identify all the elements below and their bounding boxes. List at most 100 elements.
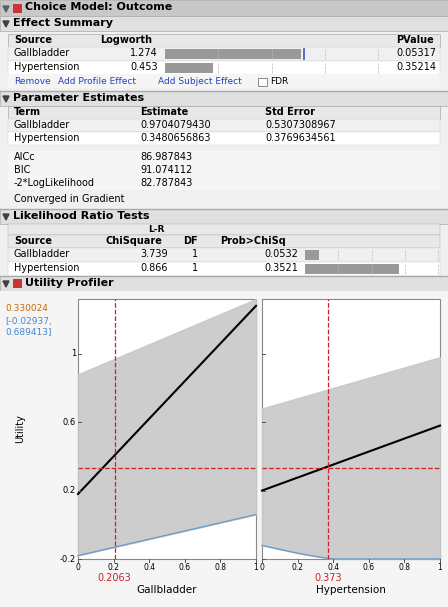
Polygon shape	[3, 281, 9, 287]
Polygon shape	[3, 214, 9, 220]
Text: Gallbladder: Gallbladder	[14, 48, 70, 58]
Text: 1: 1	[192, 263, 198, 273]
Bar	[258, 78, 267, 86]
Bar	[13, 279, 22, 288]
Text: Utility Profiler: Utility Profiler	[25, 278, 114, 288]
Text: Gallbladder: Gallbladder	[14, 249, 70, 259]
Text: Utility: Utility	[15, 415, 25, 444]
Text: L-R: L-R	[148, 225, 164, 234]
Bar	[8, 151, 440, 164]
Text: 3.739: 3.739	[140, 249, 168, 259]
Text: 0.05317: 0.05317	[396, 48, 436, 58]
Text: 0.866: 0.866	[141, 263, 168, 273]
Bar	[8, 224, 440, 235]
Text: 0.35214: 0.35214	[396, 62, 436, 72]
Text: 0.0532: 0.0532	[264, 249, 298, 259]
Text: 91.074112: 91.074112	[140, 165, 192, 175]
Text: 0.4: 0.4	[327, 563, 339, 572]
Text: BIC: BIC	[14, 165, 30, 175]
Text: Hypertension: Hypertension	[14, 133, 79, 143]
Bar	[8, 132, 440, 145]
Text: Gallbladder: Gallbladder	[137, 585, 197, 595]
Text: Hypertension: Hypertension	[14, 263, 79, 273]
Bar	[8, 248, 440, 262]
Text: 0.373: 0.373	[314, 573, 342, 583]
Text: 0.453: 0.453	[130, 62, 158, 72]
Text: 1: 1	[254, 563, 258, 572]
Text: 1: 1	[71, 349, 76, 358]
Text: Likelihood Ratio Tests: Likelihood Ratio Tests	[13, 211, 150, 221]
Text: Std Error: Std Error	[265, 107, 315, 117]
Bar	[8, 235, 440, 248]
Bar	[0, 16, 448, 31]
Text: 0.8: 0.8	[398, 563, 410, 572]
Bar	[8, 47, 440, 61]
Text: 0.6: 0.6	[63, 418, 76, 427]
Bar	[0, 291, 448, 607]
Text: Logworth: Logworth	[100, 35, 152, 45]
Text: DF: DF	[183, 236, 198, 246]
Bar	[78, 299, 256, 559]
Text: Add Subject Effect: Add Subject Effect	[158, 77, 242, 86]
Text: Add Profile Effect: Add Profile Effect	[58, 77, 136, 86]
Text: Hypertension: Hypertension	[316, 585, 386, 595]
Bar	[0, 276, 448, 291]
Text: Estimate: Estimate	[140, 107, 188, 117]
Text: 0.2: 0.2	[63, 486, 76, 495]
Text: 1: 1	[192, 249, 198, 259]
Bar	[8, 106, 440, 119]
Bar	[0, 209, 448, 224]
Text: 0.330024: 0.330024	[5, 304, 48, 313]
Bar	[0, 91, 448, 106]
Polygon shape	[3, 21, 9, 27]
Bar	[0, 0, 448, 16]
Bar	[8, 164, 440, 177]
Text: 0.2: 0.2	[108, 563, 120, 572]
Text: 1: 1	[438, 563, 442, 572]
Text: 86.987843: 86.987843	[140, 152, 192, 162]
Polygon shape	[3, 96, 9, 102]
Text: 0.3521: 0.3521	[264, 263, 298, 273]
Text: Choice Model: Outcome: Choice Model: Outcome	[25, 2, 172, 12]
Text: Term: Term	[14, 107, 41, 117]
Text: 0.6: 0.6	[363, 563, 375, 572]
Text: 0.2063: 0.2063	[98, 573, 132, 583]
Text: 0.6: 0.6	[179, 563, 191, 572]
Bar	[305, 250, 319, 260]
Bar	[8, 34, 440, 47]
Text: Hypertension: Hypertension	[14, 62, 79, 72]
Text: 0.3480656863: 0.3480656863	[140, 133, 211, 143]
Text: PValue: PValue	[396, 35, 434, 45]
Text: Converged in Gradient: Converged in Gradient	[14, 194, 125, 204]
Text: 82.787843: 82.787843	[140, 178, 192, 188]
Text: Source: Source	[14, 35, 52, 45]
Text: Remove: Remove	[14, 77, 51, 86]
Text: Source: Source	[14, 236, 52, 246]
Text: Effect Summary: Effect Summary	[13, 18, 113, 28]
Bar	[165, 63, 213, 73]
Bar	[8, 119, 440, 132]
Bar	[8, 61, 440, 75]
Text: -0.2: -0.2	[60, 555, 76, 563]
Bar	[165, 49, 301, 59]
Text: Parameter Estimates: Parameter Estimates	[13, 93, 144, 103]
Text: 0: 0	[259, 563, 264, 572]
Text: Prob>ChiSq: Prob>ChiSq	[220, 236, 286, 246]
Bar	[305, 264, 399, 274]
Bar	[8, 75, 440, 88]
Bar	[8, 262, 440, 276]
Bar	[13, 4, 22, 13]
Polygon shape	[3, 6, 9, 12]
Text: Gallbladder: Gallbladder	[14, 120, 70, 130]
Text: ChiSquare: ChiSquare	[105, 236, 162, 246]
Text: 0.3769634561: 0.3769634561	[265, 133, 336, 143]
Text: 0.9704079430: 0.9704079430	[140, 120, 211, 130]
Bar	[8, 177, 440, 190]
Text: 0: 0	[76, 563, 81, 572]
Text: -2*LogLikelihood: -2*LogLikelihood	[14, 178, 95, 188]
Text: 0.2: 0.2	[292, 563, 304, 572]
Text: FDR: FDR	[270, 77, 288, 86]
Text: 0.5307308967: 0.5307308967	[265, 120, 336, 130]
Text: 0.8: 0.8	[215, 563, 226, 572]
Text: 0.4: 0.4	[143, 563, 155, 572]
